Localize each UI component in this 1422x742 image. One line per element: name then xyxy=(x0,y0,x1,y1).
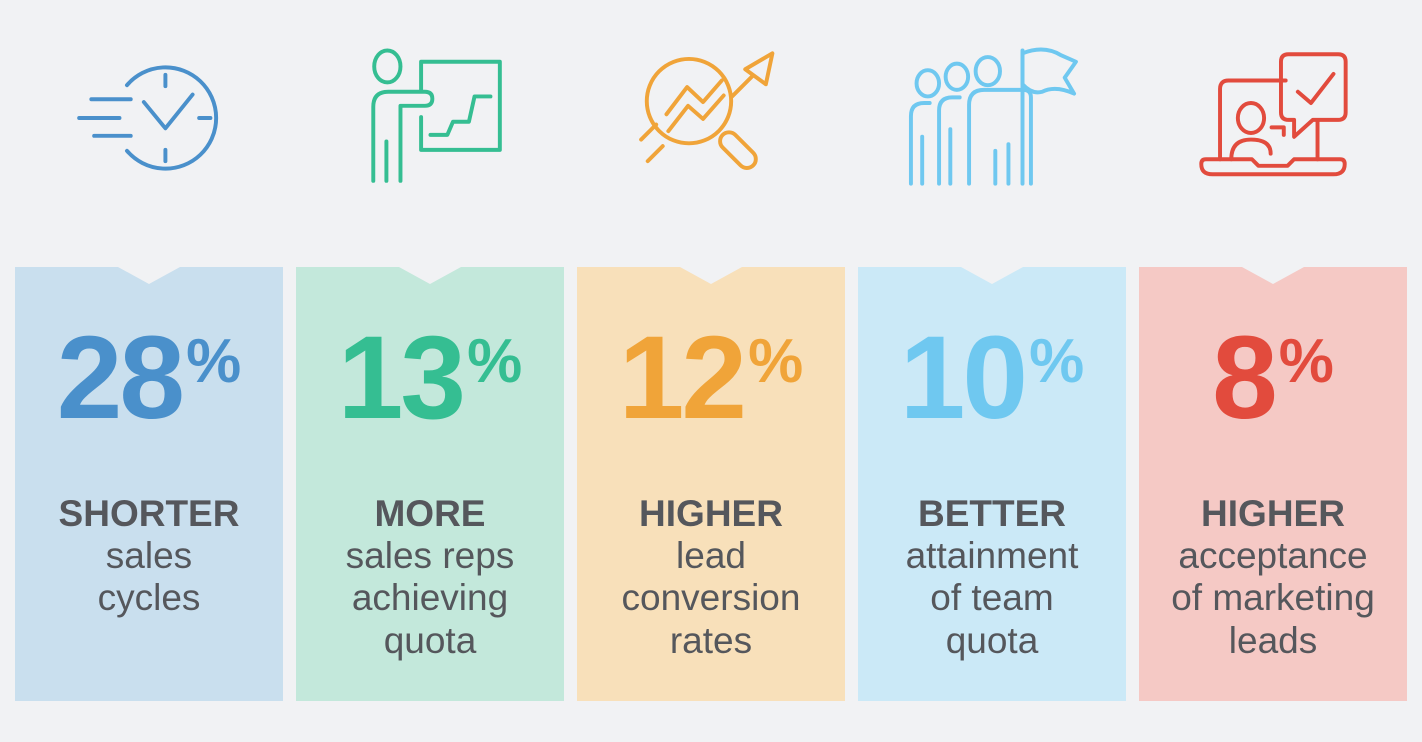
stat-value: 12 % xyxy=(619,319,803,437)
stat-card: 12 % HIGHER lead conversion rates xyxy=(577,267,845,701)
stat-detail-lines: acceptance of marketing leads xyxy=(1171,535,1375,661)
stat-value: 10 % xyxy=(900,319,1084,437)
stat-number: 10 xyxy=(899,312,1026,444)
stat-card: 13 % MORE sales reps achieving quota xyxy=(296,267,564,701)
percent-sign: % xyxy=(1029,327,1085,396)
percent-sign: % xyxy=(1278,327,1334,396)
laptop-chat-check-icon xyxy=(1199,51,1348,176)
stat-detail-lines: sales reps achieving quota xyxy=(345,535,515,661)
icon-zone xyxy=(1139,0,1407,267)
stat-number: 8 xyxy=(1212,312,1275,444)
stat-headline: MORE xyxy=(374,493,486,534)
percent-sign: % xyxy=(186,327,242,396)
percent-sign: % xyxy=(467,327,523,396)
stat-value: 8 % xyxy=(1212,319,1334,437)
percent-sign: % xyxy=(748,327,804,396)
team-flag-icon xyxy=(908,47,1078,186)
stat-headline: HIGHER xyxy=(639,493,783,534)
presenter-chart-icon xyxy=(371,48,502,183)
stat-card: 8 % HIGHER acceptance of marketing leads xyxy=(1139,267,1407,701)
stat-detail-lines: attainment of team quota xyxy=(905,535,1079,661)
icon-zone xyxy=(296,0,564,267)
stat-columns: 28 % SHORTER sales cycles 13 % xyxy=(0,0,1422,701)
stat-column-lead-conversion: 12 % HIGHER lead conversion rates xyxy=(577,0,845,701)
stat-detail-lines: lead conversion rates xyxy=(621,535,801,661)
icon-zone xyxy=(858,0,1126,267)
stat-column-sales-cycles: 28 % SHORTER sales cycles xyxy=(15,0,283,701)
icon-zone xyxy=(15,0,283,267)
stat-headline: SHORTER xyxy=(58,493,240,534)
stat-column-marketing-leads: 8 % HIGHER acceptance of marketing leads xyxy=(1139,0,1407,701)
stat-description: SHORTER sales cycles xyxy=(59,493,240,620)
icon-zone xyxy=(577,0,845,267)
stat-description: MORE sales reps achieving quota xyxy=(346,493,515,662)
stat-description: HIGHER lead conversion rates xyxy=(622,493,801,662)
speeding-clock-icon xyxy=(77,64,219,171)
stat-number: 13 xyxy=(337,312,464,444)
stat-value: 13 % xyxy=(338,319,522,437)
magnifier-trend-icon xyxy=(639,50,775,170)
stat-number: 12 xyxy=(618,312,745,444)
stat-detail-lines: sales cycles xyxy=(97,535,201,619)
stat-column-team-quota: 10 % BETTER attainment of team quota xyxy=(858,0,1126,701)
stat-description: BETTER attainment of team quota xyxy=(906,493,1079,662)
stat-column-reps-quota: 13 % MORE sales reps achieving quota xyxy=(296,0,564,701)
stat-value: 28 % xyxy=(57,319,241,437)
stat-description: HIGHER acceptance of marketing leads xyxy=(1171,493,1375,662)
stat-headline: HIGHER xyxy=(1201,493,1345,534)
stat-number: 28 xyxy=(56,312,183,444)
stat-card: 10 % BETTER attainment of team quota xyxy=(858,267,1126,701)
stat-card: 28 % SHORTER sales cycles xyxy=(15,267,283,701)
stat-headline: BETTER xyxy=(918,493,1066,534)
